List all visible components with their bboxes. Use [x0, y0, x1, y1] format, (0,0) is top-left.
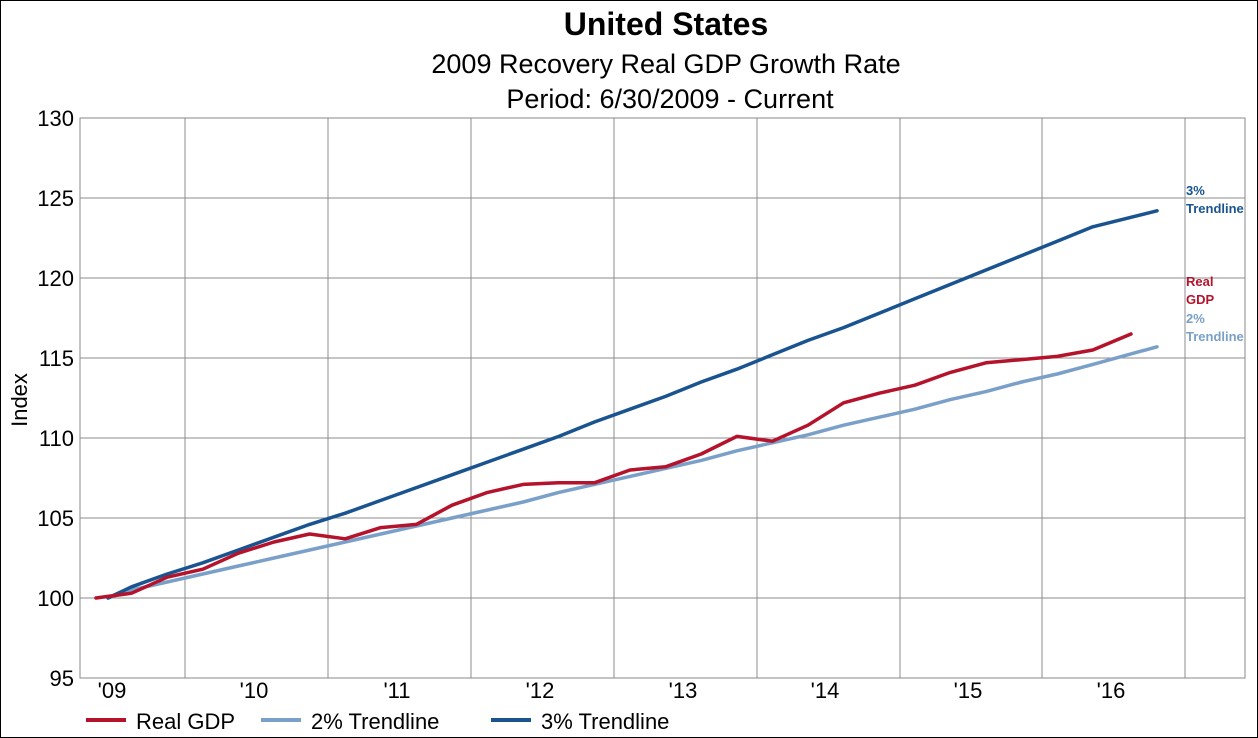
series-end-label: Trendline	[1186, 201, 1244, 216]
x-tick-label: '16	[1097, 678, 1126, 703]
series-line	[106, 209, 1159, 600]
series-line	[94, 332, 1133, 600]
series-end-label: Real	[1186, 274, 1213, 289]
y-tick-label: 130	[37, 106, 74, 131]
chart-title: United States	[564, 6, 768, 42]
x-tick-label: '15	[954, 678, 983, 703]
y-tick-label: 115	[39, 346, 74, 371]
legend-entry: Real GDP	[136, 709, 235, 734]
series-end-label: Trendline	[1186, 329, 1244, 344]
y-tick-label: 100	[37, 586, 74, 611]
x-tick-label: '11	[383, 678, 410, 703]
series-end-label: 3%	[1186, 183, 1205, 198]
chart-subtitle: 2009 Recovery Real GDP Growth Rate	[431, 49, 900, 79]
chart-period: Period: 6/30/2009 - Current	[506, 84, 834, 114]
series-lines	[94, 209, 1159, 600]
x-tick-label: '13	[669, 678, 698, 703]
y-tick-label: 125	[37, 186, 74, 211]
x-tick-label: '14	[811, 678, 840, 703]
x-axis-ticks: '09 '10 '11 '12 '13 '14 '15 '16	[98, 678, 1126, 703]
series-end-labels: Real GDP 2% Trendline 3% Trendline	[1186, 183, 1244, 344]
y-tick-label: 120	[37, 266, 74, 291]
plot-area	[79, 117, 1246, 679]
y-tick-label: 110	[39, 426, 74, 451]
y-tick-label: 95	[50, 666, 74, 691]
series-end-label: GDP	[1186, 292, 1215, 307]
legend-entry: 2% Trendline	[311, 709, 439, 734]
y-axis-ticks: 95 100 105 110 115 120 125 130	[37, 106, 74, 691]
y-axis-label: Index	[7, 373, 32, 427]
x-tick-label: '10	[240, 678, 269, 703]
series-line	[106, 345, 1159, 600]
x-tick-label: '12	[526, 678, 555, 703]
legend: Real GDP 2% Trendline 3% Trendline	[86, 709, 669, 734]
x-tick-label: '09	[98, 678, 127, 703]
y-tick-label: 105	[37, 506, 74, 531]
series-end-label: 2%	[1186, 311, 1205, 326]
legend-entry: 3% Trendline	[541, 709, 669, 734]
